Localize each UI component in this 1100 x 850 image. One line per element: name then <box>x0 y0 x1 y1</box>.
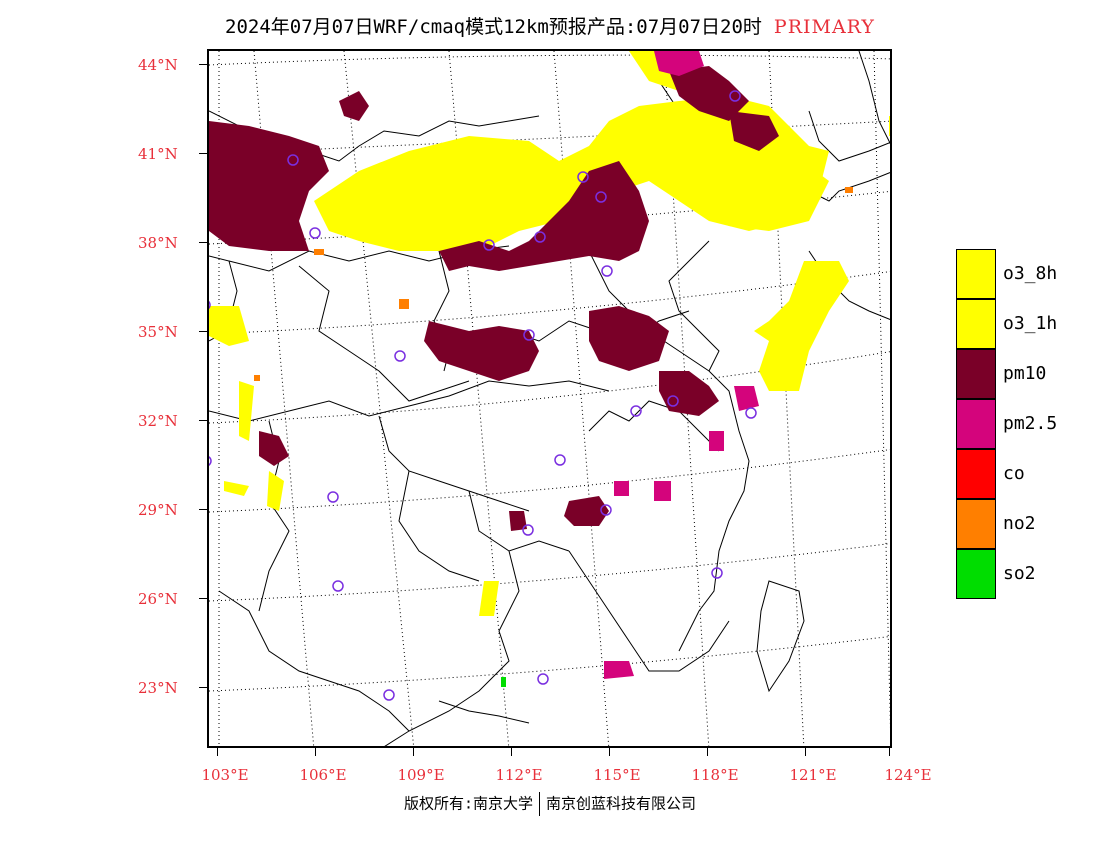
legend-label: so2 <box>1003 563 1036 584</box>
legend-item-pm10: pm10 <box>956 349 1096 399</box>
lat-tick <box>199 242 207 243</box>
lat-label: 44°N <box>138 56 178 74</box>
legend-swatch <box>956 299 996 349</box>
pm25-areas <box>604 51 759 679</box>
legend-label: pm2.5 <box>1003 413 1058 434</box>
legend-item-co: co <box>956 449 1096 499</box>
pm10-areas <box>209 66 779 531</box>
legend-item-no2: no2 <box>956 499 1096 549</box>
lon-label: 103°E <box>201 766 249 784</box>
lat-label: 26°N <box>138 590 178 608</box>
lat-label: 23°N <box>138 679 178 697</box>
station-markers <box>209 90 757 701</box>
copyright-left: 版权所有:南京大学 <box>403 794 534 813</box>
pollution-map <box>207 49 892 748</box>
lon-tick <box>217 748 218 756</box>
legend-swatch <box>956 499 996 549</box>
title-text: 2024年07月07日WRF/cmaq模式12km预报产品:07月07日20时 <box>225 16 762 38</box>
copyright-footer: 版权所有:南京大学 南京创蓝科技有限公司 <box>0 792 1100 816</box>
lon-tick <box>511 748 512 756</box>
lon-label: 106°E <box>299 766 347 784</box>
lat-label: 41°N <box>138 145 178 163</box>
legend-swatch <box>956 449 996 499</box>
lat-tick <box>199 153 207 154</box>
lat-label: 35°N <box>138 323 178 341</box>
legend-item-so2: so2 <box>956 549 1096 599</box>
lat-label: 32°N <box>138 412 178 430</box>
lon-label: 124°E <box>884 766 932 784</box>
map-canvas <box>209 51 890 746</box>
lon-label: 115°E <box>593 766 641 784</box>
legend-swatch <box>956 549 996 599</box>
lat-label: 38°N <box>138 234 178 252</box>
lat-tick <box>199 420 207 421</box>
lon-label: 109°E <box>397 766 445 784</box>
legend-label: o3_1h <box>1003 313 1058 334</box>
lon-tick <box>805 748 806 756</box>
so2-spots <box>501 677 506 687</box>
legend-label: co <box>1003 463 1025 484</box>
map-title: 2024年07月07日WRF/cmaq模式12km预报产品:07月07日20时 P… <box>0 12 1100 40</box>
legend-swatch <box>956 399 996 449</box>
lon-tick <box>609 748 610 756</box>
lat-tick <box>199 598 207 599</box>
lon-tick <box>315 748 316 756</box>
legend-label: o3_8h <box>1003 263 1058 284</box>
legend-label: pm10 <box>1003 363 1047 384</box>
copyright-divider <box>539 792 541 816</box>
legend-item-o3-1h: o3_1h <box>956 299 1096 349</box>
lat-tick <box>199 509 207 510</box>
lon-label: 118°E <box>691 766 739 784</box>
legend-swatch <box>956 249 996 299</box>
o3-areas <box>209 51 890 616</box>
lon-tick <box>889 748 890 756</box>
lat-tick <box>199 331 207 332</box>
copyright-right: 南京创蓝科技有限公司 <box>546 794 697 813</box>
lat-tick <box>199 64 207 65</box>
lon-label: 112°E <box>495 766 543 784</box>
no2-spots <box>254 187 853 381</box>
legend: o3_8h o3_1h pm10 pm2.5 co no2 so2 <box>956 249 1096 599</box>
legend-swatch <box>956 349 996 399</box>
lat-label: 29°N <box>138 501 178 519</box>
lon-tick <box>413 748 414 756</box>
legend-label: no2 <box>1003 513 1036 534</box>
lat-tick <box>199 687 207 688</box>
legend-item-pm25: pm2.5 <box>956 399 1096 449</box>
lon-tick <box>707 748 708 756</box>
lon-label: 121°E <box>789 766 837 784</box>
legend-item-o3-8h: o3_8h <box>956 249 1096 299</box>
title-primary-label: PRIMARY <box>773 16 875 38</box>
